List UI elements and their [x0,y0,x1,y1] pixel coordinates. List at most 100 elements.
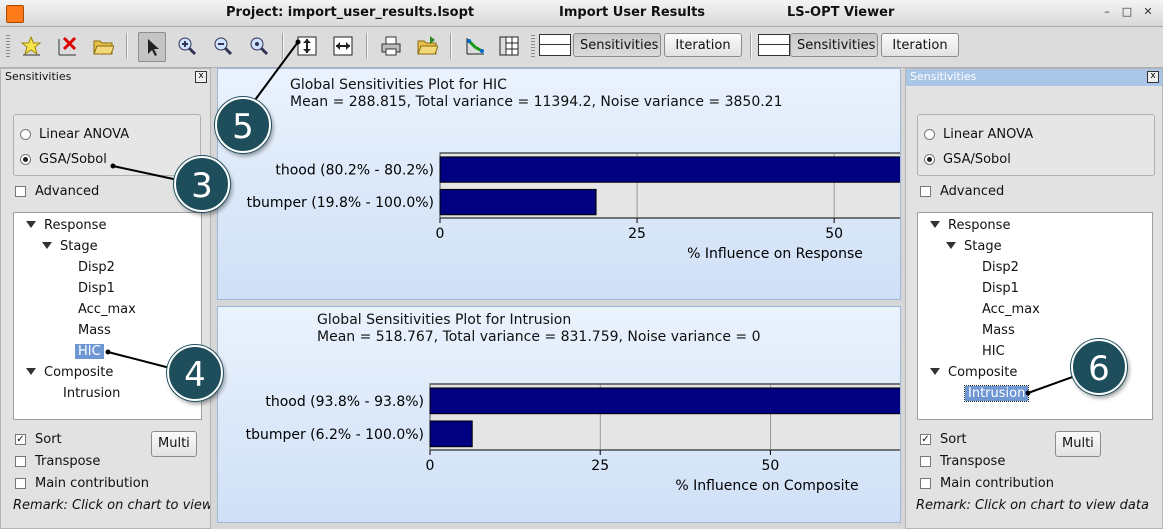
response-tree[interactable]: Response Stage Disp2 Disp1 Acc_max Mass … [13,212,202,420]
gsa-sobol-radio[interactable]: GSA/Sobol [924,152,1011,167]
tree-item[interactable]: Mass [982,323,1015,338]
folder-open-icon[interactable] [90,32,116,60]
tree-composite[interactable]: Composite [26,363,113,383]
hic-chart-svg[interactable]: 0255075thood (80.2% - 80.2%)tbumper (19.… [218,69,900,299]
zoom-in-icon[interactable] [174,32,200,60]
pane1-iteration-button[interactable]: Iteration [664,33,742,57]
response-tree[interactable]: Response Stage Disp2 Disp1 Acc_max Mass … [917,212,1153,420]
hic-sensitivity-plot[interactable]: Global Sensitivities Plot for HIC Mean =… [217,68,901,300]
expand-icon [930,368,940,375]
intrusion-sensitivity-plot[interactable]: Global Sensitivities Plot for Intrusion … [217,306,901,523]
tree-item[interactable]: Disp1 [78,281,115,296]
window-title-tool: Import User Results [559,5,706,20]
expand-icon [26,221,36,228]
bar[interactable] [429,420,473,448]
panel-title: Sensitivities [906,69,1162,86]
category-label: tbumper (6.2% - 100.0%) [246,427,424,443]
main-contribution-checkbox[interactable]: Main contribution [920,476,1054,491]
close-icon[interactable]: x [1147,71,1159,83]
tree-response[interactable]: Response [26,216,106,236]
tree-stage[interactable]: Stage [946,237,1002,257]
main-contribution-checkbox[interactable]: Main contribution [15,476,149,491]
pointer-icon[interactable] [138,32,166,62]
tree-response[interactable]: Response [930,216,1010,236]
panel-title: Sensitivities [5,70,72,83]
callout-4: 4 [167,345,223,401]
zoom-fit-icon[interactable] [246,32,272,60]
expand-icon [946,242,956,249]
expand-icon [42,242,52,249]
tree-item[interactable]: Disp1 [982,281,1019,296]
category-label: thood (80.2% - 80.2%) [275,163,434,179]
callout-3: 3 [174,156,230,212]
x-tick-label: 50 [761,458,779,474]
expand-icon [26,368,36,375]
chart-subtitle: Mean = 518.767, Total variance = 831.759… [317,329,761,345]
pane1-sensitivities-button[interactable]: Sensitivities [573,33,661,57]
multi-button[interactable]: Multi [1055,431,1101,457]
toolbar: Sensitivities Iteration Sensitivities It… [0,27,1163,68]
add-icon[interactable] [18,32,44,60]
maximize-icon[interactable]: □ [1121,5,1133,18]
print-icon[interactable] [378,32,404,60]
bar[interactable] [429,387,900,415]
left-sensitivities-panel: Sensitivities x Linear ANOVA GSA/Sobol A… [0,68,211,529]
layout-icon[interactable] [758,34,790,56]
multi-button[interactable]: Multi [151,431,197,457]
tree-item[interactable]: Intrusion [63,386,121,401]
sort-checkbox[interactable]: ✓ Sort [15,432,62,447]
window-title-viewer: LS-OPT Viewer [787,5,895,20]
export-icon[interactable] [414,32,440,60]
remark-text: Remark: Click on chart to view data [916,498,1149,513]
tree-item-selected[interactable]: HIC [75,342,104,362]
tree-item[interactable]: Disp2 [982,260,1019,275]
chart-title: Global Sensitivities Plot for Intrusion [317,312,572,328]
bar[interactable] [439,156,900,183]
tree-item[interactable]: Acc_max [78,302,136,317]
x-tick-label: 25 [628,226,646,242]
tree-composite[interactable]: Composite [930,363,1017,383]
tree-item[interactable]: HIC [982,344,1005,359]
close-icon[interactable]: ✕ [1143,5,1153,18]
chart-subtitle: Mean = 288.815, Total variance = 11394.2… [290,94,783,110]
x-axis-label: % Influence on Response [687,246,863,262]
transpose-checkbox[interactable]: Transpose [15,454,100,469]
layout-icon[interactable] [539,34,571,56]
tree-item-selected[interactable]: Intrusion [963,384,1030,404]
tree-item[interactable]: Disp2 [78,260,115,275]
sort-checkbox[interactable]: ✓ Sort [920,432,967,447]
bar[interactable] [439,188,597,216]
transpose-checkbox[interactable]: Transpose [920,454,1005,469]
toolbar-grip[interactable] [531,35,535,57]
callout-5: 5 [215,97,271,153]
zoom-out-icon[interactable] [210,32,236,60]
tree-item[interactable]: Acc_max [982,302,1040,317]
callout-6: 6 [1071,339,1127,395]
category-label: thood (93.8% - 93.8%) [265,394,424,410]
pane2-sensitivities-button[interactable]: Sensitivities [790,33,878,57]
advanced-checkbox[interactable]: Advanced [920,184,1004,199]
table-icon[interactable] [496,32,522,60]
gsa-sobol-radio[interactable]: GSA/Sobol [20,152,107,167]
close-icon[interactable]: x [195,71,207,83]
toolbar-grip[interactable] [6,35,10,57]
delete-icon[interactable] [54,32,80,60]
linear-anova-radio[interactable]: Linear ANOVA [924,127,1033,142]
expand-icon [930,221,940,228]
fit-horizontal-icon[interactable] [330,32,356,60]
x-tick-label: 50 [825,226,843,242]
tree-item[interactable]: Mass [78,323,111,338]
tree-stage[interactable]: Stage [42,237,98,257]
remark-text: Remark: Click on chart to view data [13,498,210,513]
x-axis-label: % Influence on Composite [675,478,858,494]
fit-vertical-icon[interactable] [294,32,320,60]
intrusion-chart-svg[interactable]: 0255075thood (93.8% - 93.8%)tbumper (6.2… [218,307,900,522]
window-title-project: Project: import_user_results.lsopt [226,5,475,20]
graph-edit-icon[interactable] [462,32,488,60]
linear-anova-radio[interactable]: Linear ANOVA [20,127,129,142]
method-group: Linear ANOVA GSA/Sobol [13,114,201,176]
minimize-icon[interactable]: – [1104,5,1110,18]
pane2-iteration-button[interactable]: Iteration [881,33,959,57]
right-sensitivities-panel: Sensitivities x Linear ANOVA GSA/Sobol A… [905,68,1163,529]
advanced-checkbox[interactable]: Advanced [15,184,99,199]
